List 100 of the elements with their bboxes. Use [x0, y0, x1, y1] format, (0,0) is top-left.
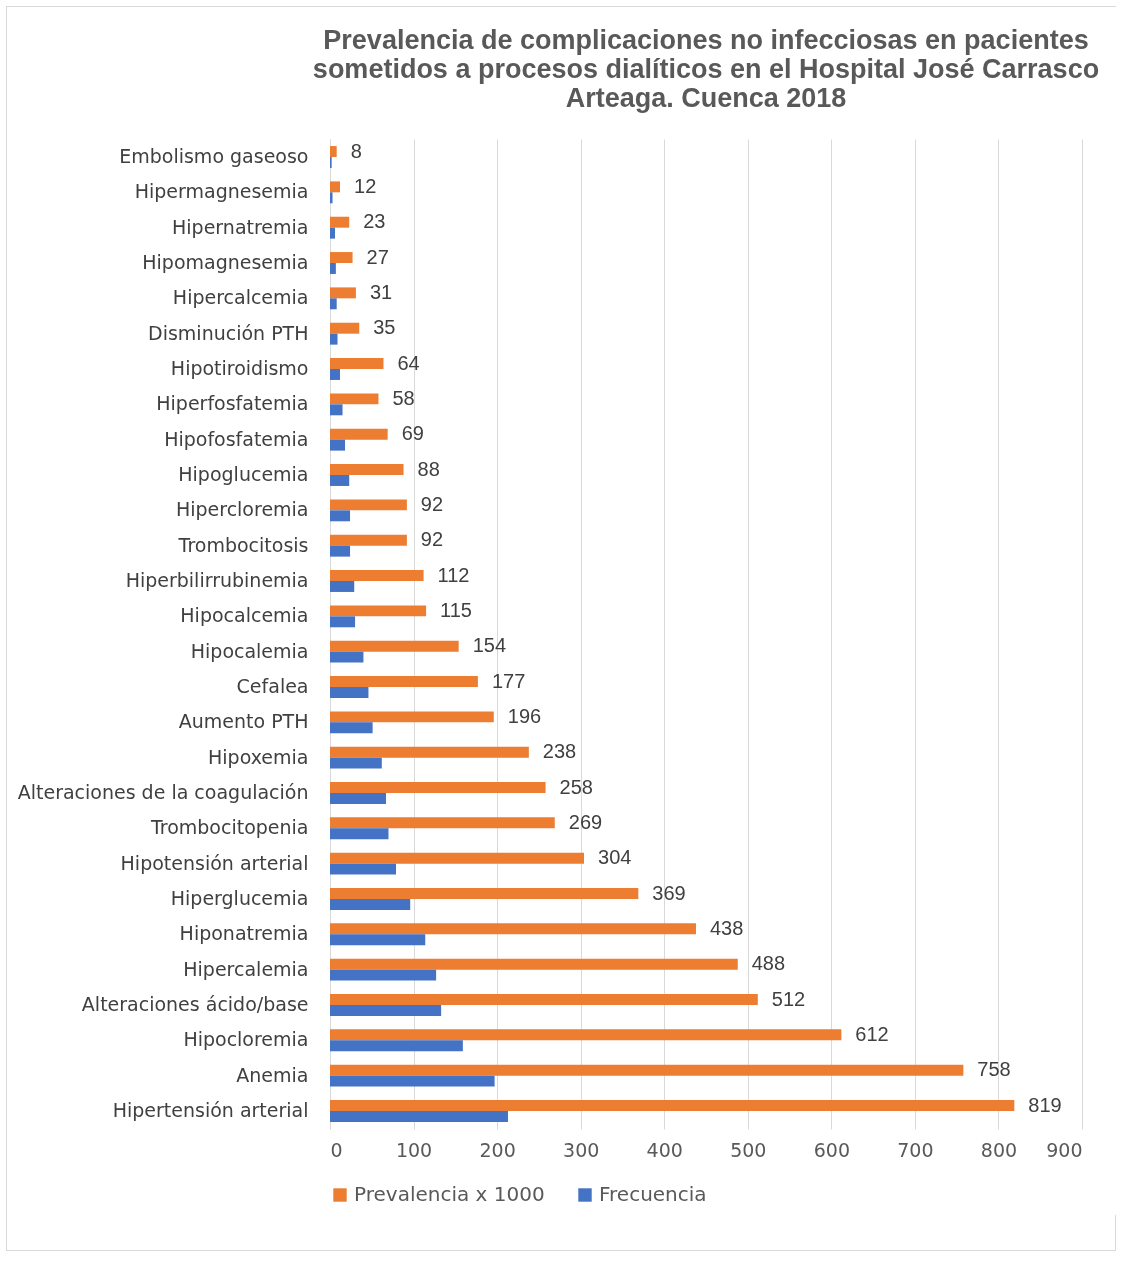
bar	[330, 475, 350, 486]
data-label: 35	[373, 316, 396, 339]
y-tick-label: Hiperglucemia	[170, 886, 309, 909]
y-tick-label: Disminución PTH	[148, 321, 309, 344]
y-tick-label: Hiperfosfatemia	[156, 392, 309, 415]
y-tick-label: Hipomagnesemia	[142, 251, 309, 274]
x-tick-label: 400	[646, 1138, 683, 1161]
data-label: 88	[417, 457, 440, 480]
y-tick-label: Hipertensión arterial	[112, 1098, 309, 1121]
data-label: 238	[542, 740, 577, 763]
bar	[330, 499, 407, 511]
y-tick-label: Hipocalcemia	[180, 604, 309, 627]
data-label: 819	[1028, 1093, 1062, 1116]
bar	[330, 782, 546, 793]
data-label: 304	[598, 846, 632, 869]
bar	[330, 888, 639, 899]
bar	[330, 369, 341, 380]
y-tick-label: Trombocitosis	[177, 533, 309, 556]
data-label: 64	[397, 351, 420, 374]
y-tick-label: Aumento PTH	[178, 710, 309, 733]
bar	[330, 863, 397, 875]
legend-label: Prevalencia x 1000	[354, 1182, 545, 1206]
x-tick-label: 900	[1046, 1138, 1083, 1161]
y-tick-label: Hipercalcemia	[172, 286, 309, 309]
bar	[330, 252, 353, 264]
x-tick-label: 500	[730, 1138, 767, 1161]
bar	[330, 263, 336, 274]
y-tick-label: Hipoglucemia	[178, 463, 309, 486]
bar	[330, 439, 346, 451]
bar	[330, 227, 336, 239]
data-label: 154	[472, 634, 507, 657]
data-label: 23	[363, 210, 386, 233]
data-label: 758	[977, 1058, 1011, 1081]
x-tick-label: 0	[330, 1138, 343, 1161]
y-tick-label: Embolismo gaseoso	[119, 145, 309, 168]
y-tick-label: Hiponatremia	[179, 922, 309, 945]
bar	[330, 923, 696, 935]
chart-title: Prevalencia de complicaciones no infecciosas en pacientes sometidos a procesos dialíticos en el Hospital José Carrasco Arteaga. Cuenca 2018	[312, 25, 1100, 113]
bar	[330, 404, 343, 416]
data-label: 8	[350, 139, 362, 162]
data-label: 612	[855, 1022, 889, 1045]
bar	[330, 711, 494, 723]
y-tick-label: Hipercloremia	[175, 498, 309, 521]
bar	[330, 934, 426, 946]
data-label: 177	[491, 669, 526, 692]
bar	[330, 1110, 508, 1122]
y-tick-label: Cefalea	[236, 675, 309, 697]
x-tick-label: 200	[479, 1138, 516, 1161]
y-tick-label: Hipocloremia	[183, 1028, 309, 1051]
bar	[330, 852, 585, 864]
bar	[330, 792, 386, 804]
bar	[330, 605, 427, 617]
bar	[330, 287, 356, 299]
bar	[330, 994, 758, 1005]
x-tick-label: 100	[395, 1138, 433, 1161]
bar	[330, 746, 529, 758]
data-label: 258	[559, 775, 593, 798]
bar	[330, 1004, 442, 1016]
bar	[330, 722, 373, 734]
bar	[330, 428, 388, 440]
y-tick-label: Hipocalemia	[190, 639, 309, 662]
bar	[330, 1100, 1015, 1111]
bar	[330, 676, 478, 687]
bar	[330, 358, 384, 370]
y-tick-label: Alteraciones ácido/base	[81, 992, 309, 1015]
bar	[330, 969, 437, 981]
data-label: 369	[652, 881, 686, 904]
bar	[330, 1075, 495, 1087]
data-label: 438	[709, 916, 744, 939]
x-tick-label: 600	[813, 1138, 850, 1161]
data-label: 512	[771, 987, 806, 1010]
y-tick-label: Hipercalemia	[183, 957, 309, 980]
bar	[330, 333, 338, 345]
bar	[330, 958, 738, 970]
x-tick-label: 300	[563, 1138, 600, 1161]
bar	[330, 464, 404, 476]
bar	[330, 570, 424, 581]
bar	[330, 616, 356, 628]
bar	[330, 216, 350, 228]
bar	[330, 651, 364, 663]
y-tick-label: Hipofosfatemia	[164, 427, 309, 450]
bar	[330, 687, 369, 698]
y-tick-label: Hipermagnesemia	[134, 180, 309, 203]
y-tick-label: Hipoxemia	[208, 745, 309, 768]
bar	[330, 898, 411, 910]
bar	[330, 534, 407, 546]
bar	[330, 181, 341, 193]
data-label: 115	[440, 598, 472, 621]
bar	[330, 640, 459, 652]
bar	[330, 146, 337, 158]
data-label: 58	[392, 386, 415, 409]
y-tick-label: Hipotensión arterial	[120, 851, 309, 874]
legend-label: Frecuencia	[599, 1182, 707, 1206]
bar	[330, 817, 555, 829]
bar	[330, 322, 360, 334]
data-label: 488	[751, 952, 786, 975]
bar	[330, 828, 389, 840]
data-label: 112	[437, 563, 470, 586]
y-tick-label: Trombocitopenia	[149, 816, 309, 839]
y-tick-label: Hiperbilirrubinemia	[125, 569, 309, 591]
